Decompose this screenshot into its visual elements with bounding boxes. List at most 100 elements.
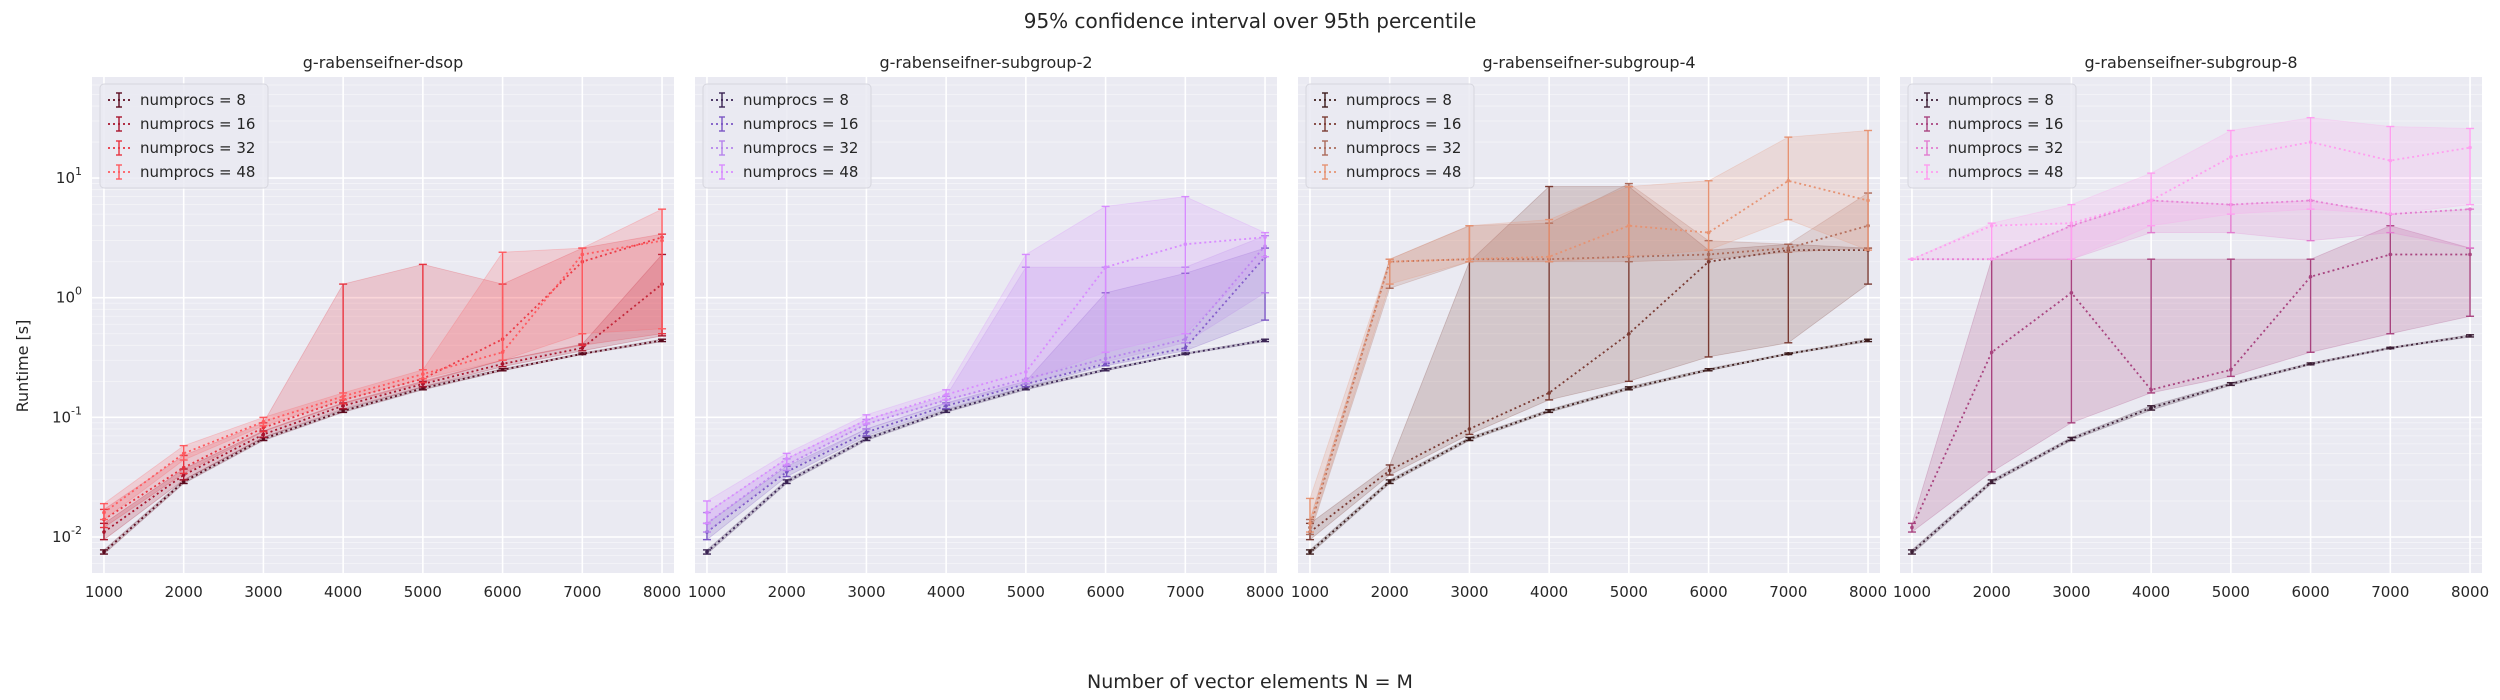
error-bar bbox=[2466, 127, 2475, 206]
data-point bbox=[341, 403, 345, 408]
x-tick-label: 8000 bbox=[1849, 583, 1887, 601]
series-line bbox=[706, 339, 1266, 553]
error-bar bbox=[942, 389, 951, 401]
series-2 bbox=[1305, 185, 1873, 541]
data-point bbox=[2149, 387, 2153, 392]
legend-item: numprocs = 32 bbox=[711, 139, 858, 157]
data-point bbox=[2468, 252, 2472, 257]
panel-title: g-rabenseifner-dsop bbox=[303, 53, 463, 72]
data-point bbox=[1547, 409, 1551, 413]
data-point bbox=[1467, 257, 1472, 261]
error-bar bbox=[782, 479, 791, 485]
x-tick-label: 2000 bbox=[1371, 583, 1409, 601]
legend-box bbox=[1907, 83, 2077, 189]
error-bar bbox=[339, 408, 348, 414]
series-2 bbox=[1907, 225, 2475, 533]
y-tick-exponent: 1 bbox=[75, 165, 82, 178]
data-point bbox=[2069, 221, 2074, 225]
data-point bbox=[944, 409, 948, 413]
error-bar bbox=[1385, 479, 1394, 485]
data-point bbox=[1786, 246, 1791, 250]
error-bar bbox=[1704, 180, 1713, 251]
series-4 bbox=[99, 208, 667, 521]
data-point bbox=[1308, 521, 1312, 526]
series-line bbox=[706, 256, 1266, 533]
legend: numprocs = 8 numprocs = 16 numprocs = 32 nu… bbox=[1305, 83, 1475, 189]
error-bar bbox=[2306, 116, 2315, 210]
data-point bbox=[2388, 252, 2393, 257]
legend-label: numprocs = 8 bbox=[140, 91, 246, 109]
legend-label: numprocs = 8 bbox=[743, 91, 849, 109]
legend-item: numprocs = 32 bbox=[108, 139, 255, 157]
data-point bbox=[2069, 290, 2074, 295]
x-tick-label: 5000 bbox=[1610, 583, 1648, 601]
data-point bbox=[784, 457, 789, 461]
legend-item: numprocs = 8 bbox=[1314, 91, 1452, 109]
data-point bbox=[1103, 367, 1108, 372]
data-point bbox=[1263, 338, 1267, 343]
x-tick-label: 7000 bbox=[1769, 583, 1807, 601]
data-point bbox=[944, 403, 948, 408]
error-bar bbox=[1465, 436, 1474, 442]
data-point bbox=[864, 418, 869, 422]
x-tick-label: 2000 bbox=[768, 583, 806, 601]
panel-2: 1000 2000 3000 4000 5000 6000 7000 8000 g-rabens… bbox=[688, 53, 1284, 601]
data-point bbox=[2468, 334, 2472, 338]
legend-item: numprocs = 8 bbox=[108, 91, 246, 109]
data-point bbox=[1866, 338, 1870, 343]
panel-title: g-rabenseifner-subgroup-2 bbox=[879, 53, 1092, 72]
legend-label: numprocs = 8 bbox=[1948, 91, 2054, 109]
series-line bbox=[1309, 249, 1868, 533]
data-point bbox=[2229, 367, 2233, 372]
minor-grid bbox=[1298, 84, 1880, 564]
data-point bbox=[1308, 550, 1312, 554]
x-tick-label: 7000 bbox=[2371, 583, 2409, 601]
x-axis-label: Number of vector elements N = M bbox=[1087, 671, 1413, 693]
legend-label: numprocs = 48 bbox=[1948, 163, 2063, 181]
legend-item: numprocs = 48 bbox=[108, 163, 255, 181]
x-tick-label: 3000 bbox=[1450, 583, 1488, 601]
legend-item: numprocs = 48 bbox=[1314, 163, 1461, 181]
data-point bbox=[1103, 356, 1108, 361]
data-point bbox=[102, 530, 106, 534]
legend-label: numprocs = 32 bbox=[1948, 139, 2063, 157]
series-line bbox=[1911, 253, 2470, 528]
data-point bbox=[2229, 155, 2233, 159]
data-point bbox=[1024, 370, 1028, 374]
error-bar bbox=[99, 549, 108, 555]
data-point bbox=[102, 550, 106, 554]
data-point bbox=[1706, 252, 1711, 257]
legend-label: numprocs = 8 bbox=[1346, 91, 1452, 109]
data-point bbox=[341, 394, 345, 399]
error-bar bbox=[1864, 338, 1873, 343]
x-tick-label: 2000 bbox=[165, 583, 203, 601]
legend-item: numprocs = 8 bbox=[711, 91, 849, 109]
series-1 bbox=[1907, 334, 2475, 555]
legend-label: numprocs = 16 bbox=[743, 115, 858, 133]
error-bar bbox=[702, 549, 711, 555]
error-bar bbox=[862, 414, 871, 425]
legend-item: numprocs = 16 bbox=[108, 115, 255, 133]
data-point bbox=[944, 392, 948, 397]
data-point bbox=[1547, 391, 1551, 395]
y-tick-label: 101 bbox=[56, 165, 82, 187]
x-tick-label: 7000 bbox=[1166, 583, 1204, 601]
data-point bbox=[1989, 350, 1994, 355]
series-line bbox=[706, 236, 1266, 514]
data-point bbox=[2308, 140, 2313, 144]
data-point bbox=[1706, 367, 1711, 372]
data-point bbox=[1627, 386, 1631, 391]
data-point bbox=[2149, 198, 2153, 203]
panel-title: g-rabenseifner-subgroup-8 bbox=[2084, 53, 2297, 72]
error-bar bbox=[2226, 258, 2235, 378]
legend-item: numprocs = 16 bbox=[1314, 115, 1461, 133]
x-tick-label: 4000 bbox=[2132, 583, 2170, 601]
data-point bbox=[1706, 230, 1711, 235]
error-bar bbox=[179, 444, 188, 461]
error-bar bbox=[1784, 243, 1793, 253]
error-bar bbox=[1907, 257, 1916, 261]
data-point bbox=[1786, 351, 1791, 356]
x-tick-label: 6000 bbox=[2291, 583, 2329, 601]
